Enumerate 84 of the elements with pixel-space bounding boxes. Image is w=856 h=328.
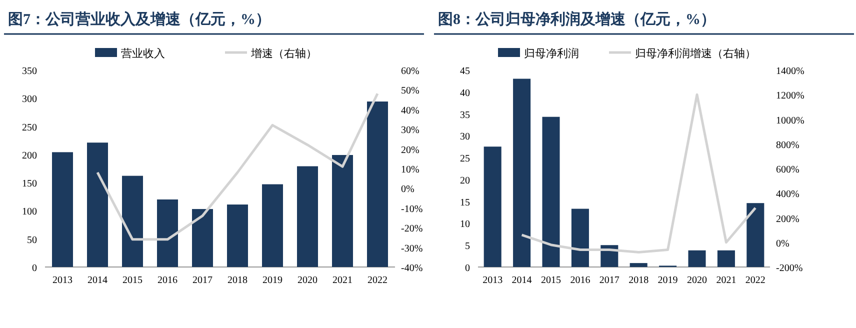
bar — [332, 154, 353, 267]
x-tick-label: 2019 — [262, 275, 282, 286]
x-tick-label: 2017 — [192, 275, 212, 286]
legend-label: 营业收入 — [121, 47, 165, 60]
bar — [367, 102, 388, 267]
y-tick-label: 350 — [22, 66, 37, 77]
y-tick-label: 35 — [460, 110, 470, 121]
bar — [513, 78, 531, 267]
y-tick-label: 5 — [465, 241, 470, 252]
x-tick-label: 2013 — [52, 275, 72, 286]
x-tick-label: 2016 — [158, 275, 178, 286]
bar — [746, 203, 764, 267]
y-tick-label: 200 — [22, 150, 37, 162]
bar — [484, 146, 502, 267]
x-tick-label: 2019 — [658, 275, 678, 286]
y2-tick-label: 60% — [401, 66, 420, 77]
bar — [688, 250, 706, 267]
y-tick-label: 10 — [460, 219, 470, 230]
y-tick-label: 45 — [460, 66, 470, 77]
y2-tick-label: 40% — [401, 105, 420, 116]
x-tick-label: 2020 — [687, 275, 707, 286]
y-tick-label: 50 — [27, 234, 37, 246]
y2-tick-label: -10% — [401, 204, 423, 215]
y2-tick-label: -40% — [401, 263, 423, 274]
legend-label: 增速（右轴） — [250, 47, 317, 60]
bar — [717, 250, 735, 267]
bar — [87, 142, 108, 267]
bar — [157, 199, 178, 267]
y2-tick-label: 0% — [776, 238, 790, 250]
x-tick-label: 2021 — [332, 275, 352, 286]
y-tick-label: 0 — [465, 263, 470, 274]
y-tick-label: 0 — [32, 263, 37, 274]
y-tick-label: 15 — [460, 197, 470, 208]
y-tick-label: 20 — [460, 175, 470, 186]
x-tick-label: 2018 — [628, 275, 649, 286]
y-tick-label: 25 — [460, 154, 470, 165]
y-tick-label: 100 — [22, 206, 37, 218]
y-tick-label: 30 — [460, 132, 470, 143]
y-tick-label: 300 — [22, 94, 37, 106]
y2-tick-label: 20% — [401, 144, 420, 156]
y2-tick-label: -20% — [401, 224, 423, 235]
bar — [192, 209, 213, 267]
x-tick-label: 2015 — [122, 275, 142, 286]
x-tick-label: 2013 — [482, 275, 503, 286]
x-tick-label: 2018 — [228, 275, 248, 286]
bar — [630, 263, 648, 267]
x-tick-label: 2022 — [745, 275, 766, 286]
bar — [227, 204, 248, 267]
chart-title: 图8：公司归母净利润及增速（亿元，%） — [438, 10, 716, 28]
y2-tick-label: 50% — [401, 86, 420, 97]
y2-tick-label: 30% — [401, 125, 420, 136]
bar — [262, 184, 283, 267]
x-tick-label: 2015 — [541, 275, 561, 286]
bar — [571, 208, 589, 267]
bar — [52, 152, 73, 267]
y2-tick-label: 200% — [776, 214, 800, 225]
y2-tick-label: 1000% — [776, 115, 804, 126]
y2-tick-label: 1400% — [776, 66, 804, 77]
bar — [542, 116, 560, 267]
y-tick-label: 250 — [22, 122, 37, 134]
x-tick-label: 2022 — [368, 275, 388, 286]
x-tick-label: 2020 — [298, 275, 318, 286]
legend-label: 归母净利润 — [524, 47, 579, 60]
bar — [122, 176, 143, 267]
line-series — [96, 92, 379, 241]
y2-tick-label: 1200% — [776, 90, 804, 102]
y2-tick-label: 400% — [776, 189, 800, 200]
legend-label: 归母净利润增速（右轴） — [635, 47, 756, 60]
y2-tick-label: 600% — [776, 164, 800, 176]
x-tick-label: 2014 — [512, 275, 532, 286]
y-tick-label: 40 — [460, 88, 470, 99]
y-tick-label: 150 — [22, 178, 37, 190]
y2-tick-label: 800% — [776, 140, 800, 151]
y2-tick-label: 10% — [401, 164, 420, 176]
chart-title: 图7：公司营业收入及增速（亿元，%） — [8, 11, 270, 28]
y2-tick-label: -200% — [776, 263, 803, 274]
y2-tick-label: 0% — [401, 184, 414, 196]
bar — [297, 166, 318, 267]
x-tick-label: 2017 — [599, 275, 620, 286]
x-tick-label: 2016 — [570, 275, 590, 286]
line-series — [520, 93, 757, 254]
x-tick-label: 2021 — [716, 275, 736, 286]
x-tick-label: 2014 — [88, 275, 108, 286]
y2-tick-label: -30% — [401, 243, 423, 254]
